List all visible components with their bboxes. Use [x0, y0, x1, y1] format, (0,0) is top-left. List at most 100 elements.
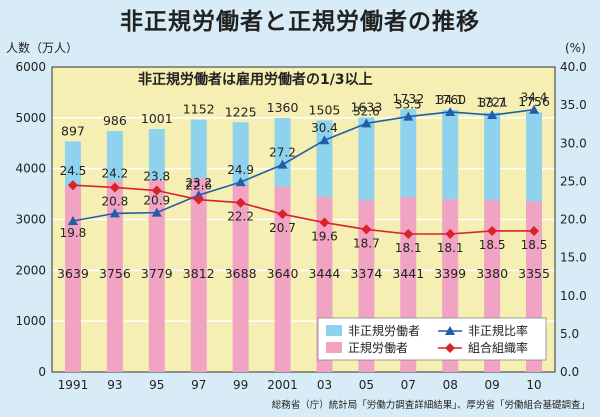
bar-nonregular	[274, 117, 291, 187]
marker-nonregular-ratio	[319, 135, 330, 145]
x-tick-label: 99	[233, 378, 248, 392]
bar-regular-label: 3380	[476, 266, 508, 281]
bar-regular-label: 3441	[392, 266, 424, 281]
label-nonregular-ratio: 19.8	[60, 226, 87, 240]
x-tick-label: 03	[317, 378, 332, 392]
x-tick-label: 95	[149, 378, 164, 392]
y2-axis-title: (%)	[565, 41, 586, 55]
line-union-rate	[72, 184, 535, 235]
marker-nonregular-ratio	[487, 110, 498, 120]
bar-regular	[106, 181, 123, 372]
bar-nonregular	[442, 109, 459, 200]
label-nonregular-ratio: 34.1	[437, 93, 464, 107]
y2-tick-label: 15.0	[560, 251, 587, 265]
y-axis-title: 人数（万人）	[6, 40, 78, 55]
chart-title: 非正規労働者と正規労働者の推移	[120, 9, 480, 35]
x-tick-label: 05	[359, 378, 374, 392]
marker-union-rate	[361, 224, 372, 235]
y2-tick-label: 25.0	[560, 174, 587, 188]
y2-tick-label: 0.0	[560, 365, 579, 379]
legend-label-nonregular: 非正規労働者	[348, 323, 420, 338]
marker-union-rate	[445, 228, 456, 239]
bar-regular-label: 3355	[518, 266, 550, 281]
bar-regular-label: 3639	[57, 266, 89, 281]
label-nonregular-ratio: 20.9	[143, 194, 170, 208]
label-union-rate: 18.5	[479, 238, 506, 252]
label-nonregular-ratio: 27.2	[269, 146, 296, 160]
marker-nonregular-ratio	[529, 104, 540, 114]
label-nonregular-ratio: 32.6	[353, 104, 380, 118]
bar-regular	[190, 178, 207, 372]
legend-marker-ratio	[445, 326, 455, 335]
bar-nonregular	[232, 122, 249, 185]
marker-nonregular-ratio	[109, 208, 120, 218]
marker-union-rate	[487, 225, 498, 236]
bar-regular	[232, 184, 249, 372]
marker-union-rate	[235, 197, 246, 208]
label-nonregular-ratio: 24.9	[227, 163, 254, 177]
x-tick-label: 93	[107, 378, 122, 392]
label-nonregular-ratio: 30.4	[311, 121, 338, 135]
legend-swatch-nonregular	[326, 325, 342, 336]
y-tick-label: 5000	[15, 111, 46, 125]
bar-total-label: 1001	[141, 111, 173, 126]
bar-nonregular	[400, 109, 417, 198]
marker-union-rate	[193, 194, 204, 205]
bar-nonregular	[484, 112, 501, 201]
bar-total-label: 1760	[434, 92, 466, 107]
bar-nonregular	[526, 112, 543, 202]
bar-regular	[148, 179, 165, 372]
marker-nonregular-ratio	[235, 177, 246, 187]
source-note: 総務省（庁）統計局「労働力調査詳細結果」、厚労省「労働組合基礎調査」	[271, 400, 590, 411]
marker-nonregular-ratio	[151, 207, 162, 217]
label-union-rate: 22.2	[227, 210, 254, 224]
bar-total-label: 1152	[183, 102, 215, 117]
x-tick-label: 1991	[58, 378, 89, 392]
label-union-rate: 18.5	[521, 238, 548, 252]
bar-total-label: 1732	[392, 91, 424, 106]
label-union-rate: 24.2	[102, 166, 129, 180]
bar-regular-label: 3640	[267, 266, 299, 281]
label-union-rate: 18.7	[353, 236, 380, 250]
bar-regular-label: 3779	[141, 266, 173, 281]
y2-tick-label: 5.0	[560, 327, 579, 341]
marker-union-rate	[529, 225, 540, 236]
y-tick-label: 1000	[15, 314, 46, 328]
bar-total-label: 897	[61, 123, 85, 138]
bar-total-label: 1360	[267, 100, 299, 115]
label-union-rate: 18.1	[395, 241, 422, 255]
bar-total-label: 986	[103, 113, 127, 128]
label-union-rate: 22.6	[185, 179, 212, 193]
bar-nonregular	[106, 130, 123, 182]
y-tick-label: 3000	[15, 213, 46, 227]
x-tick-label: 07	[401, 378, 416, 392]
bar-nonregular	[64, 141, 81, 188]
y2-tick-label: 40.0	[560, 60, 587, 74]
legend-box	[317, 317, 547, 361]
label-union-rate: 23.8	[143, 170, 170, 184]
legend-label-union: 組合組織率	[468, 340, 528, 355]
x-tick-label: 09	[484, 378, 499, 392]
bar-regular-label: 3688	[225, 266, 257, 281]
bar-regular-label: 3399	[434, 266, 466, 281]
legend-swatch-regular	[326, 342, 342, 353]
marker-nonregular-ratio	[67, 216, 78, 226]
bar-regular	[274, 186, 291, 372]
bar-nonregular	[148, 129, 165, 180]
marker-nonregular-ratio	[445, 106, 456, 116]
bar-nonregular	[358, 117, 375, 201]
bar-nonregular	[190, 119, 207, 179]
bar-regular-label: 3444	[309, 266, 341, 281]
bar-regular-label: 3812	[183, 266, 215, 281]
label-nonregular-ratio: 34.4	[521, 91, 548, 105]
bar-total-label: 1721	[476, 95, 508, 110]
label-union-rate: 19.6	[311, 230, 338, 244]
label-nonregular-ratio: 33.7	[479, 96, 506, 110]
legend-label-regular: 正規労働者	[348, 340, 408, 355]
marker-nonregular-ratio	[277, 159, 288, 169]
y2-tick-label: 30.0	[560, 136, 587, 150]
y2-tick-label: 10.0	[560, 289, 587, 303]
y-tick-label: 0	[38, 365, 46, 379]
